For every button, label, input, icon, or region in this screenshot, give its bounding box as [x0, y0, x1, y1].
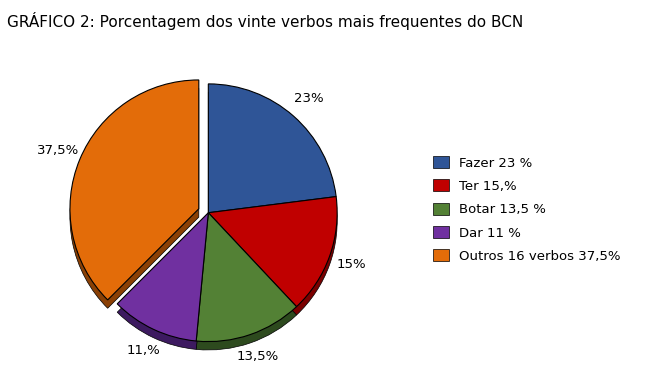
Wedge shape: [208, 84, 336, 213]
Text: 13,5%: 13,5%: [236, 350, 279, 363]
Wedge shape: [208, 92, 336, 221]
Wedge shape: [70, 88, 199, 308]
Wedge shape: [196, 221, 296, 350]
Wedge shape: [117, 221, 208, 349]
Text: 15%: 15%: [337, 258, 366, 271]
Wedge shape: [196, 213, 296, 341]
Wedge shape: [117, 213, 208, 341]
Wedge shape: [208, 197, 337, 307]
Text: 11,%: 11,%: [127, 344, 160, 357]
Text: 23%: 23%: [294, 92, 324, 105]
Text: 37,5%: 37,5%: [37, 144, 79, 157]
Legend: Fazer 23 %, Ter 15,%, Botar 13,5 %, Dar 11 %, Outros 16 verbos 37,5%: Fazer 23 %, Ter 15,%, Botar 13,5 %, Dar …: [428, 151, 626, 268]
Wedge shape: [208, 205, 337, 315]
Wedge shape: [70, 80, 199, 300]
Text: GRÁFICO 2: Porcentagem dos vinte verbos mais frequentes do BCN: GRÁFICO 2: Porcentagem dos vinte verbos …: [7, 12, 523, 29]
